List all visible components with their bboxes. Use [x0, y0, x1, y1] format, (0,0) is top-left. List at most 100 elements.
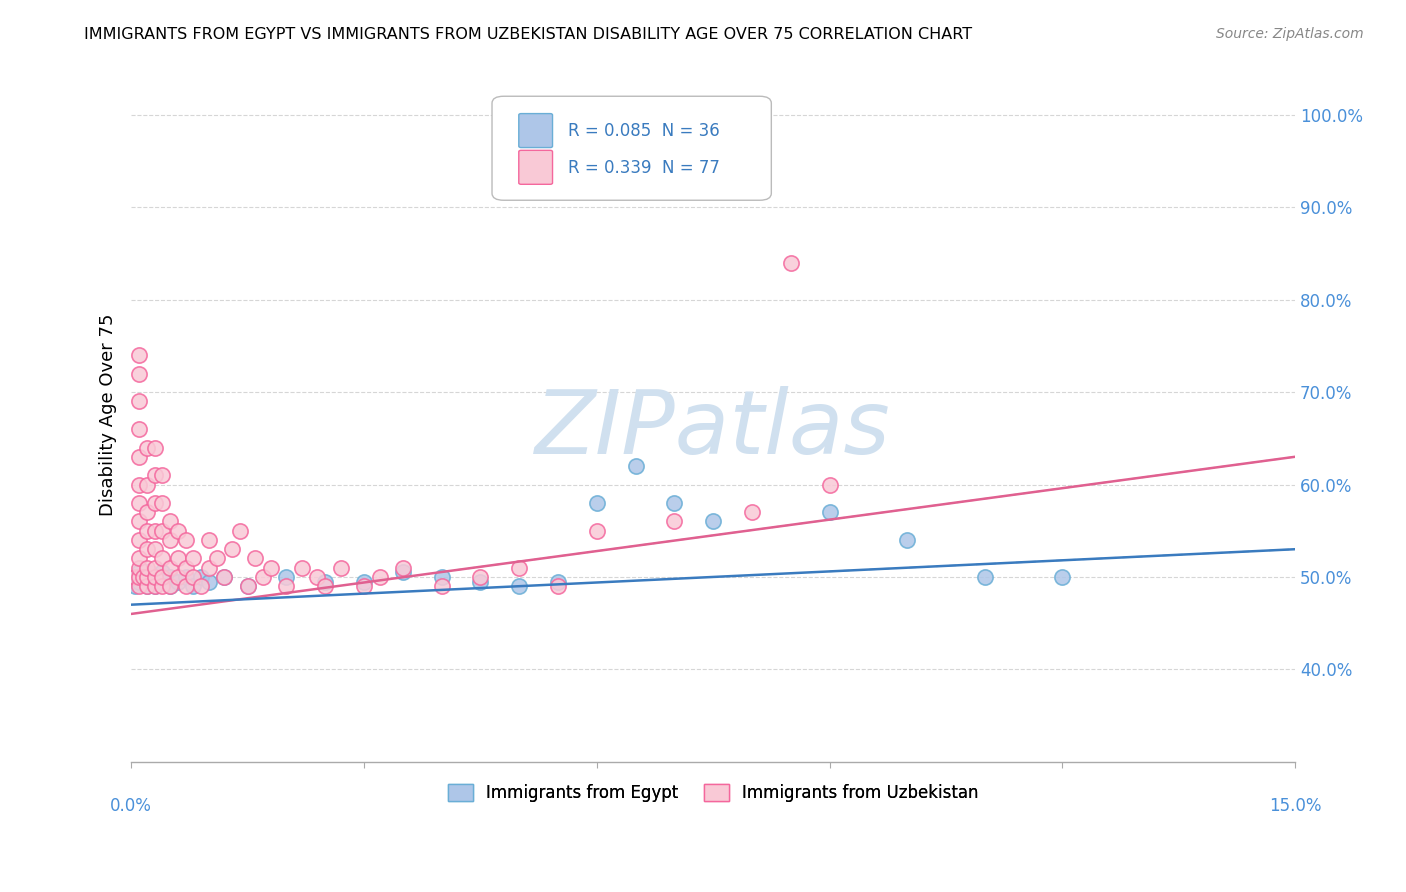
Point: [128, 496, 150, 510]
Point: [353, 579, 375, 593]
Point: [229, 524, 252, 538]
Point: [702, 515, 724, 529]
Text: R = 0.339  N = 77: R = 0.339 N = 77: [568, 159, 720, 177]
Point: [150, 551, 173, 566]
Point: [135, 579, 157, 593]
Text: 0.0%: 0.0%: [110, 797, 152, 814]
Point: [585, 496, 607, 510]
Point: [391, 560, 413, 574]
Point: [135, 566, 157, 580]
Point: [508, 579, 530, 593]
Point: [353, 574, 375, 589]
Point: [260, 560, 283, 574]
Point: [143, 542, 166, 557]
Point: [214, 570, 236, 584]
Point: [124, 579, 146, 593]
Point: [128, 533, 150, 547]
Point: [159, 515, 181, 529]
Point: [391, 566, 413, 580]
Point: [128, 566, 150, 580]
Point: [135, 560, 157, 574]
Point: [307, 570, 329, 584]
Point: [150, 524, 173, 538]
Point: [135, 579, 157, 593]
Point: [174, 570, 197, 584]
Point: [132, 570, 155, 584]
Point: [547, 579, 569, 593]
Point: [198, 574, 221, 589]
Point: [135, 505, 157, 519]
Point: [166, 524, 188, 538]
Point: [150, 468, 173, 483]
Point: [143, 560, 166, 574]
Point: [128, 367, 150, 381]
Text: Source: ZipAtlas.com: Source: ZipAtlas.com: [1216, 27, 1364, 41]
Point: [818, 477, 841, 491]
Point: [143, 579, 166, 593]
Point: [470, 574, 492, 589]
Text: R = 0.085  N = 36: R = 0.085 N = 36: [568, 122, 720, 140]
Point: [314, 579, 336, 593]
Point: [314, 574, 336, 589]
Point: [128, 574, 150, 589]
Point: [205, 551, 228, 566]
Point: [181, 570, 204, 584]
Point: [128, 477, 150, 491]
Point: [174, 579, 197, 593]
Y-axis label: Disability Age Over 75: Disability Age Over 75: [100, 314, 117, 516]
Point: [128, 560, 150, 574]
Point: [664, 496, 686, 510]
Point: [508, 560, 530, 574]
Point: [159, 570, 181, 584]
Legend: Immigrants from Egypt, Immigrants from Uzbekistan: Immigrants from Egypt, Immigrants from U…: [441, 778, 986, 809]
Text: IMMIGRANTS FROM EGYPT VS IMMIGRANTS FROM UZBEKISTAN DISABILITY AGE OVER 75 CORRE: IMMIGRANTS FROM EGYPT VS IMMIGRANTS FROM…: [84, 27, 973, 42]
Point: [143, 468, 166, 483]
FancyBboxPatch shape: [492, 96, 772, 200]
Point: [291, 560, 314, 574]
Point: [135, 477, 157, 491]
Point: [143, 579, 166, 593]
Point: [128, 348, 150, 362]
Point: [276, 570, 298, 584]
Point: [198, 533, 221, 547]
Point: [128, 551, 150, 566]
Point: [252, 570, 274, 584]
Point: [143, 524, 166, 538]
Point: [818, 505, 841, 519]
Point: [135, 441, 157, 455]
Point: [779, 255, 801, 269]
Point: [741, 505, 763, 519]
Point: [368, 570, 391, 584]
Point: [135, 542, 157, 557]
Point: [159, 533, 181, 547]
Point: [128, 570, 150, 584]
Point: [896, 533, 918, 547]
Point: [128, 515, 150, 529]
Point: [198, 560, 221, 574]
FancyBboxPatch shape: [519, 151, 553, 185]
Point: [585, 524, 607, 538]
Point: [190, 579, 212, 593]
Point: [174, 533, 197, 547]
Point: [124, 570, 146, 584]
Point: [430, 579, 453, 593]
Point: [221, 542, 243, 557]
Point: [132, 570, 155, 584]
Point: [143, 441, 166, 455]
Point: [1052, 570, 1074, 584]
Point: [329, 560, 352, 574]
Point: [128, 422, 150, 436]
Point: [143, 570, 166, 584]
Point: [159, 579, 181, 593]
Point: [166, 551, 188, 566]
Point: [973, 570, 995, 584]
Point: [159, 579, 181, 593]
Point: [664, 515, 686, 529]
Point: [128, 579, 150, 593]
Point: [143, 570, 166, 584]
Point: [135, 524, 157, 538]
Point: [128, 450, 150, 464]
Point: [181, 551, 204, 566]
Point: [150, 579, 173, 593]
Point: [276, 579, 298, 593]
